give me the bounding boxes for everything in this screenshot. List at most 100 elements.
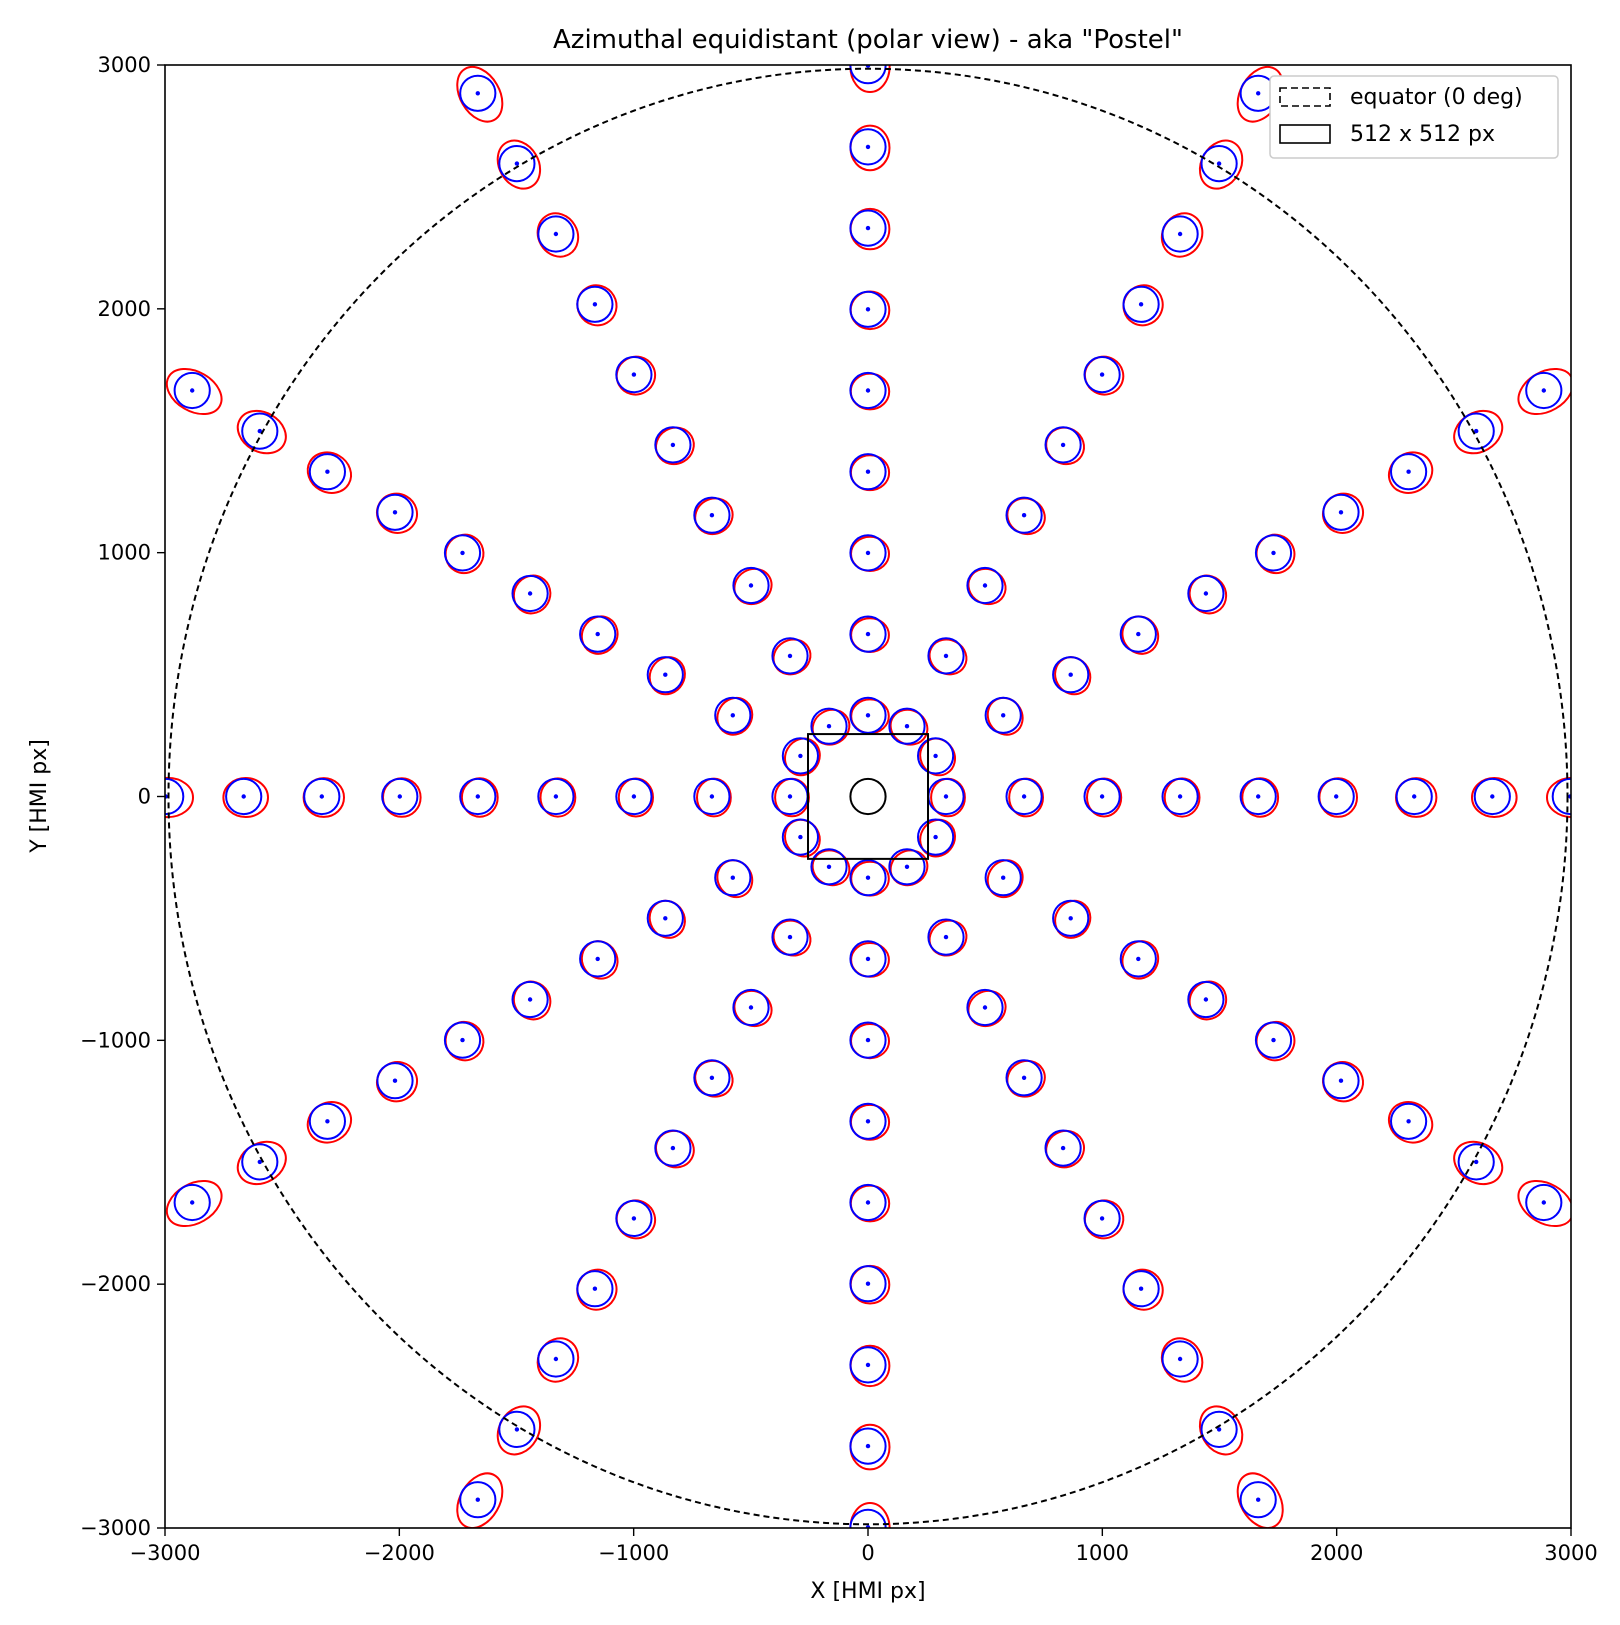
marker-center-dot (1412, 794, 1417, 799)
legend-label-box: 512 x 512 px (1350, 122, 1495, 147)
marker-center-dot (865, 1119, 871, 1124)
chart-title: Azimuthal equidistant (polar view) - aka… (553, 25, 1183, 55)
equator-circle (167, 67, 1569, 1526)
marker-center-dot (460, 550, 465, 556)
reference-circle (459, 74, 497, 112)
reference-circle (849, 1427, 887, 1465)
distortion-ellipse (222, 777, 269, 818)
marker-center-dot (798, 834, 803, 840)
reference-circle (1052, 656, 1090, 694)
marker-center-dot (1136, 631, 1141, 637)
reference-circle (849, 534, 887, 572)
marker-center-dot (943, 653, 949, 659)
marker-center-dot (670, 1145, 676, 1151)
distortion-ellipse (1546, 776, 1571, 819)
marker-center-dot (865, 1443, 871, 1449)
marker-center-dot (663, 672, 668, 677)
marker-center-dot (748, 583, 754, 588)
distortion-ellipse (165, 367, 223, 416)
reference-circle (693, 1059, 731, 1097)
reference-circle (849, 696, 887, 734)
reference-circle (1083, 777, 1121, 816)
marker-center-dot (631, 1216, 637, 1221)
reference-circle (376, 1062, 414, 1100)
reference-circle (173, 1183, 211, 1222)
reference-circle (654, 426, 692, 464)
marker-center-dot (475, 1497, 480, 1502)
marker-center-dot (1271, 550, 1276, 556)
marker-center-dot (319, 794, 324, 799)
marker-center-dot (1216, 161, 1222, 166)
marker-center-dot (1271, 1037, 1276, 1043)
marker-center-dot (1474, 1159, 1479, 1165)
distortion-ellipse (1255, 1020, 1296, 1062)
reference-circle (1119, 940, 1157, 978)
marker-center-dot (1177, 231, 1183, 237)
marker-center-dot (325, 469, 330, 474)
marker-center-dot (553, 231, 559, 237)
reference-circle (732, 988, 770, 1027)
reference-circle (1005, 496, 1043, 534)
reference-circle (732, 566, 770, 605)
reference-circle (615, 356, 653, 394)
reference-circle (781, 818, 820, 856)
reference-circle (1525, 1183, 1563, 1222)
distortion-ellipse (648, 656, 686, 696)
marker-center-dot (865, 388, 871, 393)
reference-circle (225, 777, 263, 816)
marker-center-dot (1256, 1497, 1261, 1502)
marker-layer (165, 65, 1571, 1528)
marker-center-dot (190, 388, 195, 393)
marker-center-dot (257, 1159, 262, 1165)
reference-circle (511, 980, 549, 1019)
reference-circle (1122, 1270, 1160, 1308)
marker-center-dot (595, 631, 600, 637)
marker-center-dot (730, 875, 735, 880)
marker-center-dot (1021, 513, 1027, 518)
reference-circle (576, 285, 614, 323)
distortion-ellipse (716, 696, 754, 736)
marker-center-dot (865, 713, 871, 718)
y-tick-label: 0 (138, 785, 151, 809)
reference-circle (888, 848, 926, 886)
reference-circle (1239, 1481, 1277, 1519)
distortion-ellipse (444, 533, 485, 575)
x-tick-label: 1000 (1076, 1541, 1129, 1565)
reference-circle (771, 637, 809, 675)
marker-center-dot (1068, 672, 1073, 677)
reference-circle (1122, 285, 1160, 323)
reference-circle (1200, 145, 1238, 183)
reference-circle (1390, 1102, 1428, 1140)
marker-center-dot (1021, 1075, 1027, 1081)
marker-center-dot (460, 1037, 465, 1043)
reference-circle (984, 696, 1022, 734)
y-tick-label: 3000 (98, 53, 151, 77)
marker-center-dot (1334, 794, 1339, 799)
reference-circle (810, 848, 848, 886)
marker-center-dot (787, 653, 793, 659)
marker-center-dot (592, 1286, 598, 1291)
reference-circle (849, 1265, 887, 1303)
reference-circle (381, 777, 419, 816)
reference-circle (241, 1143, 279, 1181)
marker-center-dot (943, 794, 949, 799)
reference-circle (849, 290, 887, 328)
distortion-ellipse (1387, 1101, 1434, 1144)
marker-center-dot (1001, 713, 1006, 718)
distortion-ellipse (784, 737, 821, 777)
marker-center-dot (475, 91, 480, 96)
marker-center-dot (392, 1078, 398, 1083)
distortion-ellipse (1054, 899, 1092, 939)
marker-center-dot (1001, 875, 1006, 880)
reference-circle (1044, 1129, 1082, 1167)
marker-center-dot (982, 1005, 988, 1010)
reference-circle (579, 615, 617, 653)
reference-circle (1044, 426, 1082, 464)
marker-center-dot (865, 307, 871, 312)
marker-center-dot (553, 794, 559, 799)
marker-center-dot (1474, 428, 1479, 434)
marker-center-dot (1490, 794, 1495, 799)
reference-circle (771, 918, 809, 956)
distortion-ellipse (849, 1502, 891, 1528)
